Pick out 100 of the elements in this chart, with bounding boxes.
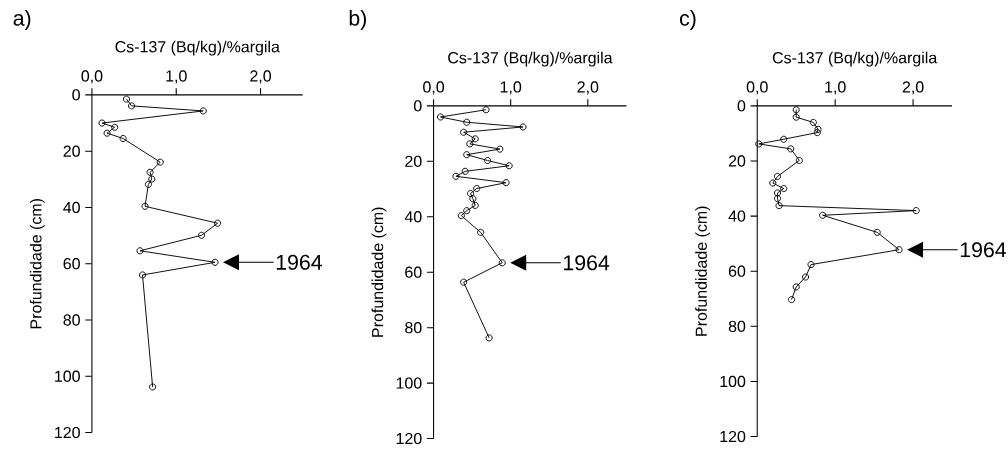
point xyxy=(103,129,111,137)
point xyxy=(466,140,474,148)
x-tick-label: 1,0 xyxy=(166,70,187,84)
point xyxy=(775,202,783,210)
point xyxy=(452,172,460,181)
point xyxy=(485,334,493,342)
point xyxy=(773,173,782,181)
point xyxy=(792,106,800,114)
point xyxy=(912,207,920,215)
point xyxy=(755,140,763,148)
y-axis-title: Profundidade (cm) xyxy=(371,207,387,337)
point xyxy=(467,190,475,198)
point xyxy=(436,113,445,121)
point xyxy=(111,123,119,131)
x-tick-label: 2,0 xyxy=(902,81,924,95)
point xyxy=(471,202,479,210)
point xyxy=(787,145,795,153)
y-tick-label: 0 xyxy=(413,100,422,112)
point xyxy=(505,162,513,170)
point xyxy=(819,211,827,219)
point xyxy=(98,119,106,127)
y-tick-label: 40 xyxy=(63,201,80,214)
y-tick-label: 60 xyxy=(728,265,746,278)
point xyxy=(484,157,492,165)
y-tick-label: 120 xyxy=(720,431,746,443)
point xyxy=(460,128,468,136)
y-tick-label: 0 xyxy=(72,89,80,101)
point xyxy=(473,185,481,193)
point xyxy=(895,246,903,254)
point xyxy=(780,135,788,143)
point xyxy=(141,202,149,211)
point xyxy=(460,278,468,286)
y-tick-label: 100 xyxy=(396,377,422,389)
y-tick-label: 20 xyxy=(728,155,746,167)
point xyxy=(146,168,154,176)
point xyxy=(773,195,782,203)
point xyxy=(873,229,881,237)
y-tick-label: 20 xyxy=(405,155,422,168)
y-tick-label: 80 xyxy=(405,322,422,334)
y-tick-label: 80 xyxy=(63,314,80,326)
x-axis-title: Cs-137 (Bq/kg)/%argila xyxy=(448,51,613,67)
x-axis-title: Cs-137 (Bq/kg)/%argila xyxy=(772,51,938,67)
point xyxy=(461,167,469,176)
point xyxy=(211,258,219,267)
point xyxy=(813,129,821,137)
x-tick-label: 1,0 xyxy=(500,81,522,95)
point xyxy=(144,181,152,189)
y-tick-label: 120 xyxy=(396,433,422,445)
y-tick-label: 0 xyxy=(737,100,746,112)
x-tick-label: 0,0 xyxy=(423,81,445,95)
y-axis-title: Profundidade (cm) xyxy=(695,206,711,336)
point xyxy=(148,175,156,183)
point xyxy=(199,107,207,115)
point xyxy=(802,273,810,281)
chart-title: a) xyxy=(13,10,31,31)
point xyxy=(477,228,485,236)
point xyxy=(496,145,504,153)
y-tick-label: 40 xyxy=(404,211,422,223)
point xyxy=(780,185,788,193)
point xyxy=(807,261,815,269)
y-tick-label: 60 xyxy=(63,258,80,270)
point xyxy=(773,189,782,197)
point xyxy=(471,135,479,143)
point xyxy=(795,157,803,165)
x-tick-label: 0,0 xyxy=(746,81,768,95)
point xyxy=(463,207,471,215)
point xyxy=(769,179,777,187)
point xyxy=(156,158,164,166)
point xyxy=(809,119,817,127)
point xyxy=(197,231,206,240)
y-tick-label: 40 xyxy=(728,210,746,222)
point xyxy=(119,135,127,143)
y-tick-label: 120 xyxy=(55,427,80,439)
x-tick-label: 0,0 xyxy=(81,70,103,84)
y-tick-label: 20 xyxy=(63,145,80,157)
point xyxy=(469,195,477,203)
point xyxy=(792,113,800,121)
annotation: 1964 xyxy=(564,255,610,271)
point xyxy=(482,106,490,114)
point xyxy=(214,219,222,227)
annotation: 1964 xyxy=(960,242,1007,258)
point xyxy=(136,247,144,255)
x-tick-label: 2,0 xyxy=(577,81,599,95)
point xyxy=(787,296,796,304)
point xyxy=(502,179,510,187)
x-tick-label: 2,0 xyxy=(250,70,272,84)
point xyxy=(457,212,465,220)
point xyxy=(792,283,800,291)
chart-title: c) xyxy=(680,10,696,31)
point xyxy=(138,271,147,279)
point xyxy=(814,125,822,134)
point xyxy=(149,383,157,391)
y-tick-label: 100 xyxy=(720,375,746,388)
point xyxy=(122,95,131,103)
point xyxy=(128,102,136,110)
point xyxy=(463,118,471,126)
y-tick-label: 100 xyxy=(55,370,80,383)
y-tick-label: 80 xyxy=(728,320,746,333)
annotation: 1964 xyxy=(276,254,322,271)
x-tick-label: 1,0 xyxy=(825,81,846,95)
